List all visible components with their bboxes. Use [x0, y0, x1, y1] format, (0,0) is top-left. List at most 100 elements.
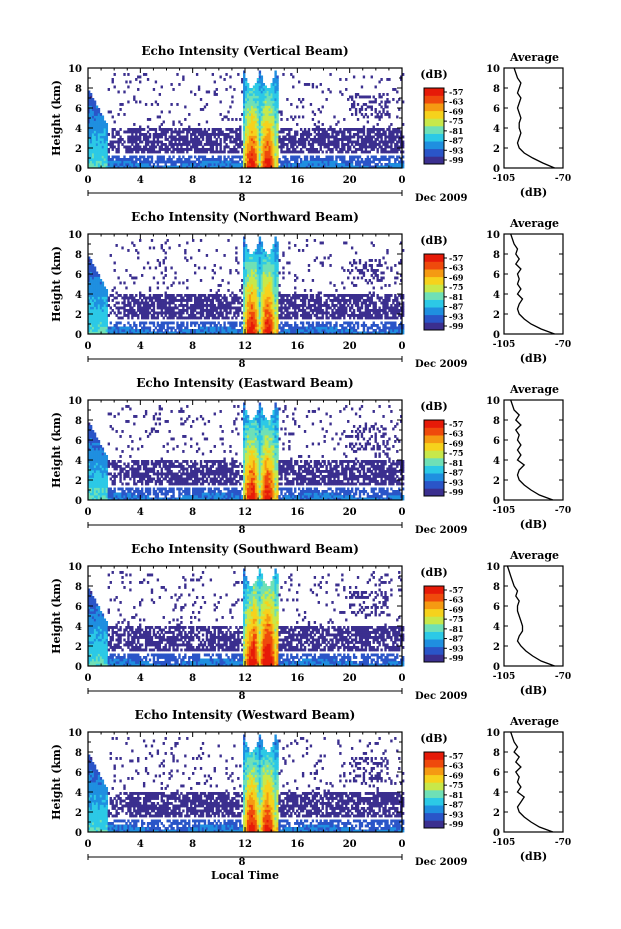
heatmap-cell: [290, 128, 293, 131]
heatmap-cell: [231, 329, 234, 332]
heatmap-cell: [170, 284, 173, 287]
heatmap-cell: [246, 319, 250, 322]
heatmap-cell: [231, 95, 234, 99]
heatmap-cell: [231, 324, 234, 327]
heatmap-cell: [250, 165, 254, 169]
heatmap-cell: [329, 264, 332, 267]
heatmap-cell: [121, 103, 124, 106]
heatmap-cell: [274, 301, 277, 305]
heatmap-cell: [180, 160, 183, 164]
heatmap-cell: [264, 145, 267, 149]
heatmap-cell: [164, 306, 167, 310]
heatmap-cell: [213, 150, 216, 154]
heatmap-cell: [252, 294, 256, 297]
heatmap-cell: [288, 133, 291, 136]
heatmap-cell: [352, 128, 356, 131]
heatmap-cell: [221, 279, 224, 282]
heatmap-cell: [402, 165, 405, 169]
heatmap-cell: [221, 329, 224, 332]
heatmap-cell: [103, 331, 107, 335]
heatmap-cell: [150, 299, 154, 302]
heatmap-cell: [125, 163, 128, 166]
heatmap-cell: [103, 319, 107, 322]
heatmap-cell: [252, 130, 256, 134]
heatmap-cell: [333, 160, 336, 164]
heatmap-cell: [260, 93, 264, 96]
heatmap-cell: [278, 140, 281, 144]
heatmap-cell: [337, 143, 340, 146]
heatmap-cell: [339, 128, 342, 131]
heatmap-cell: [223, 133, 226, 136]
heatmap-cell: [91, 306, 95, 310]
heatmap-cell: [127, 128, 130, 131]
heatmap-cell: [215, 291, 218, 295]
heatmap-cell: [352, 133, 356, 136]
heatmap-cell: [354, 128, 358, 131]
heatmap-cell: [135, 324, 138, 327]
heatmap-cell: [368, 143, 371, 146]
heatmap-cell: [190, 128, 193, 131]
heatmap-cell: [225, 135, 228, 139]
heatmap-cell: [254, 118, 258, 121]
heatmap-cell: [248, 309, 252, 312]
heatmap-cell: [113, 331, 116, 335]
heatmap-cell: [268, 113, 271, 116]
heatmap-cell: [270, 266, 273, 270]
heatmap-cell: [254, 249, 258, 252]
heatmap-cell: [364, 138, 368, 141]
heatmap-cell: [270, 289, 273, 292]
heatmap-cell: [211, 158, 214, 161]
heatmap-cell: [270, 133, 273, 136]
heatmap-cell: [195, 145, 199, 149]
heatmap-cell: [272, 83, 275, 86]
heatmap-cell: [227, 135, 230, 139]
heatmap-cell: [258, 103, 262, 106]
heatmap-cell: [156, 259, 160, 262]
heatmap-cell: [246, 100, 250, 104]
heatmap-cell: [166, 324, 169, 327]
heatmap-cell: [172, 120, 175, 124]
heatmap-cell: [88, 256, 91, 260]
profile-x-tick-label: -70: [555, 174, 571, 184]
heatmap-cell: [364, 150, 368, 154]
heatmap-cell: [231, 160, 234, 164]
heatmap-cell: [219, 148, 222, 151]
heatmap-cell: [209, 304, 213, 307]
heatmap-cell: [243, 75, 246, 79]
heatmap-cell: [250, 316, 254, 320]
heatmap-cell: [341, 324, 344, 327]
heatmap-cell: [148, 326, 152, 330]
heatmap-cell: [319, 329, 322, 332]
heatmap-cell: [172, 148, 175, 151]
heatmap-cell: [305, 306, 309, 310]
heatmap-cell: [296, 304, 299, 307]
heatmap-cell: [223, 316, 226, 320]
heatmap-cell: [288, 241, 291, 245]
heatmap-cell: [400, 145, 403, 149]
heatmap-cell: [215, 316, 218, 320]
heatmap-cell: [372, 165, 375, 169]
heatmap-cell: [89, 130, 93, 134]
heatmap-cell: [362, 95, 366, 99]
heatmap-cell: [89, 274, 93, 277]
heatmap-cell: [158, 299, 162, 302]
heatmap-cell: [111, 115, 114, 119]
heatmap-cell: [105, 291, 109, 295]
heatmap-cell: [276, 241, 279, 245]
heatmap-cell: [205, 299, 209, 302]
heatmap-cell: [321, 304, 324, 307]
heatmap-cell: [186, 311, 189, 315]
heatmap-cell: [274, 115, 277, 119]
heatmap-cell: [272, 274, 275, 277]
heatmap-cell: [260, 113, 264, 116]
heatmap-cell: [321, 321, 324, 325]
heatmap-cell: [254, 133, 258, 136]
heatmap-cell: [349, 130, 352, 134]
heatmap-cell: [260, 125, 264, 129]
heatmap-cell: [254, 103, 258, 106]
heatmap-cell: [129, 128, 132, 131]
heatmap-cell: [219, 138, 222, 141]
heatmap-cell: [319, 135, 322, 139]
heatmap-cell: [95, 299, 99, 302]
heatmap-cell: [192, 304, 195, 307]
